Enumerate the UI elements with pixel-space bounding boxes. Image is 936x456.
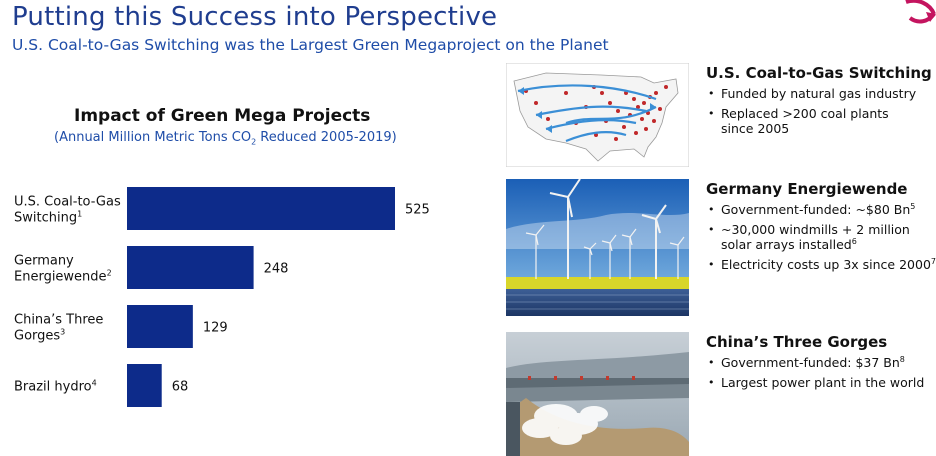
bullet-item: Funded by natural gas industry (706, 86, 932, 101)
section-germany-energiewende: Germany Energiewende Government-funded: … (706, 180, 936, 277)
bullet-item: Government-funded: $37 Bn8 (706, 355, 932, 370)
bullet-item: Largest power plant in the world (706, 375, 932, 390)
bar-value-label: 248 (264, 262, 289, 277)
section-title: U.S. Coal-to-Gas Switching (706, 64, 932, 82)
bar-value-label: 68 (172, 380, 189, 395)
three-gorges-dam-image (506, 332, 689, 456)
page-title: Putting this Success into Perspective (12, 2, 498, 32)
bar (127, 305, 193, 348)
section-title: China’s Three Gorges (706, 333, 888, 351)
wind-turbines-solar-image (506, 179, 689, 316)
bar (127, 187, 395, 230)
section-title: Germany Energiewende (706, 180, 908, 198)
category-label: Germany Energiewende2 (14, 254, 112, 285)
bullet-item: Electricity costs up 3x since 20007 (706, 257, 936, 272)
chart-subtitle: (Annual Million Metric Tons CO2 Reduced … (54, 130, 397, 147)
bar (127, 364, 162, 407)
bar-value-label: 525 (405, 203, 430, 218)
us-map-pipelines-image (506, 63, 689, 167)
bullet-item: Replaced >200 coal plants since 2005 (706, 106, 907, 136)
section-us-coal-to-gas: U.S. Coal-to-Gas Switching Funded by nat… (706, 64, 932, 141)
bar (127, 246, 254, 289)
category-label: U.S. Coal-to-Gas Switching1 (14, 195, 121, 226)
category-label: China’s Three Gorges3 (14, 313, 103, 344)
chart-title: Impact of Green Mega Projects (74, 106, 371, 126)
section-china-three-gorges: China’s Three Gorges Government-funded: … (706, 333, 932, 395)
company-logo-icon (905, 0, 936, 24)
bar-value-label: 129 (203, 321, 228, 336)
category-label: Brazil hydro4 (14, 379, 97, 395)
bar-chart: 525 U.S. Coal-to-Gas Switching1 248 Germany E… (14, 187, 430, 407)
bullet-item: ~30,000 windmills + 2 million solar arra… (706, 222, 921, 252)
page-subtitle: U.S. Coal-to-Gas Switching was the Large… (12, 36, 609, 54)
bullet-item: Government-funded: ~$80 Bn5 (706, 202, 932, 217)
